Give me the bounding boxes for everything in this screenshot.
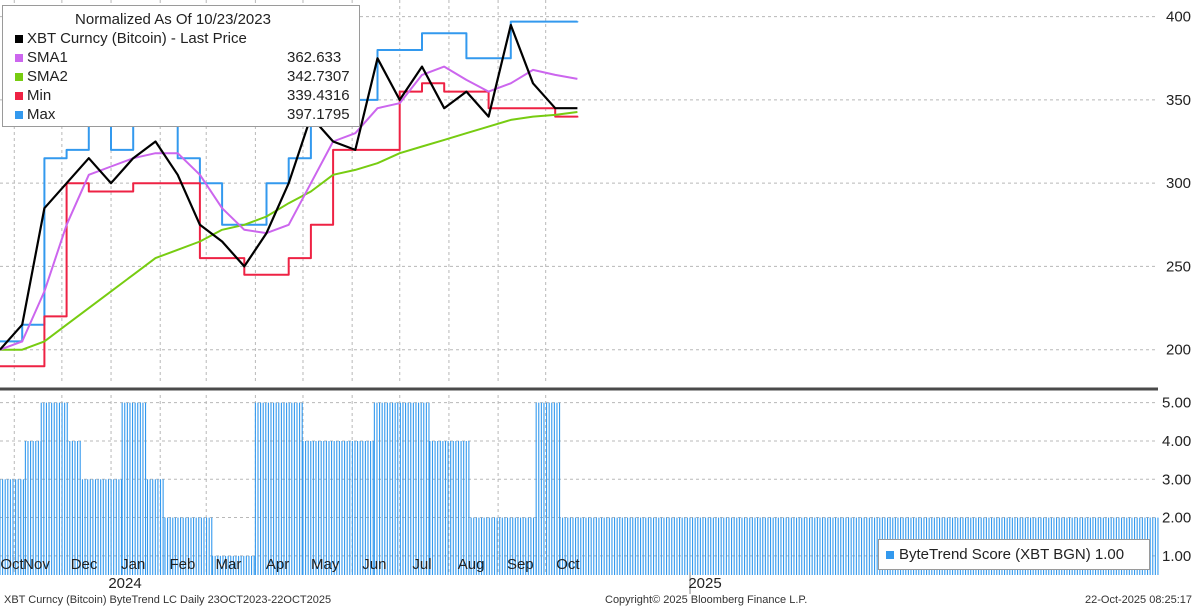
y-tick-label: 200 xyxy=(1166,342,1191,359)
y-tick-label: 250 xyxy=(1166,258,1191,275)
series-line-sma2 xyxy=(0,111,578,351)
legend-swatch-sma1 xyxy=(15,54,23,62)
legend-value-max: 397.1795 xyxy=(287,106,350,123)
x-tick-label: Jan xyxy=(121,556,145,573)
legend-swatch-price xyxy=(15,35,23,43)
legend-item-min: Min 339.4316 xyxy=(15,87,355,105)
footer-timestamp: 22-Oct-2025 08:25:17 xyxy=(1085,594,1193,606)
series-line-max xyxy=(0,20,579,343)
legend-swatch-min xyxy=(15,92,23,100)
legend-value-sma2: 342.7307 xyxy=(287,68,350,85)
x-tick-label: Oct xyxy=(556,556,580,573)
y-tick-label: 350 xyxy=(1166,92,1191,109)
legend-item-price: XBT Curncy (Bitcoin) - Last Price xyxy=(15,30,355,48)
score-legend: ByteTrend Score (XBT BGN) 1.00 xyxy=(878,539,1150,570)
legend-label-price: XBT Curncy (Bitcoin) - Last Price xyxy=(27,30,247,47)
series-line-sma1 xyxy=(0,65,578,351)
legend-label-sma1: SMA1 xyxy=(27,49,68,66)
y-tick-label: 3.00 xyxy=(1162,471,1191,488)
x-tick-label: Mar xyxy=(216,556,242,573)
legend: Normalized As Of 10/23/2023 XBT Curncy (… xyxy=(2,5,360,127)
y-tick-label: 1.00 xyxy=(1162,548,1191,565)
y-tick-label: 2.00 xyxy=(1162,510,1191,527)
legend-item-sma2: SMA2 342.7307 xyxy=(15,68,355,86)
score-legend-label: ByteTrend Score (XBT BGN) 1.00 xyxy=(899,546,1125,563)
y-tick-label: 400 xyxy=(1166,9,1191,26)
x-tick-label: Jul xyxy=(412,556,431,573)
year-label: 2025 xyxy=(688,575,721,592)
x-tick-label: Feb xyxy=(169,556,195,573)
legend-value-min: 339.4316 xyxy=(287,87,350,104)
y-tick-label: 300 xyxy=(1166,175,1191,192)
legend-swatch-max xyxy=(15,111,23,119)
legend-label-sma2: SMA2 xyxy=(27,68,68,85)
x-tick-label: Apr xyxy=(266,556,289,573)
legend-item-sma1: SMA1 362.633 xyxy=(15,49,355,67)
x-tick-label: Oct xyxy=(0,556,24,573)
x-tick-label: Jun xyxy=(362,556,386,573)
x-tick-label: Aug xyxy=(458,556,485,573)
x-tick-label: May xyxy=(311,556,340,573)
x-tick-label: Dec xyxy=(71,556,98,573)
series-line-min xyxy=(0,82,579,368)
y-tick-label: 5.00 xyxy=(1162,395,1191,412)
legend-value-sma1: 362.633 xyxy=(287,49,342,66)
footer-copyright: Copyright© 2025 Bloomberg Finance L.P. xyxy=(605,594,808,606)
y-tick-label: 4.00 xyxy=(1162,433,1191,450)
legend-title: Normalized As Of 10/23/2023 xyxy=(75,11,271,28)
series-line-price xyxy=(0,23,578,351)
legend-item-max: Max 397.1795 xyxy=(15,106,355,124)
legend-swatch-sma2 xyxy=(15,73,23,81)
x-tick-label: Nov xyxy=(23,556,50,573)
footer-description: XBT Curncy (Bitcoin) ByteTrend LC Daily … xyxy=(4,594,332,606)
legend-label-min: Min xyxy=(27,87,52,104)
legend-label-max: Max xyxy=(27,106,56,123)
price-lines xyxy=(0,20,579,368)
year-label: 2024 xyxy=(108,575,141,592)
score-legend-swatch xyxy=(886,551,894,559)
axis-labels: Oct Nov Dec Jan Feb Mar Apr May Jun Jul Aug Sep Oct2… xyxy=(0,9,1191,594)
x-tick-label: Sep xyxy=(507,556,534,573)
